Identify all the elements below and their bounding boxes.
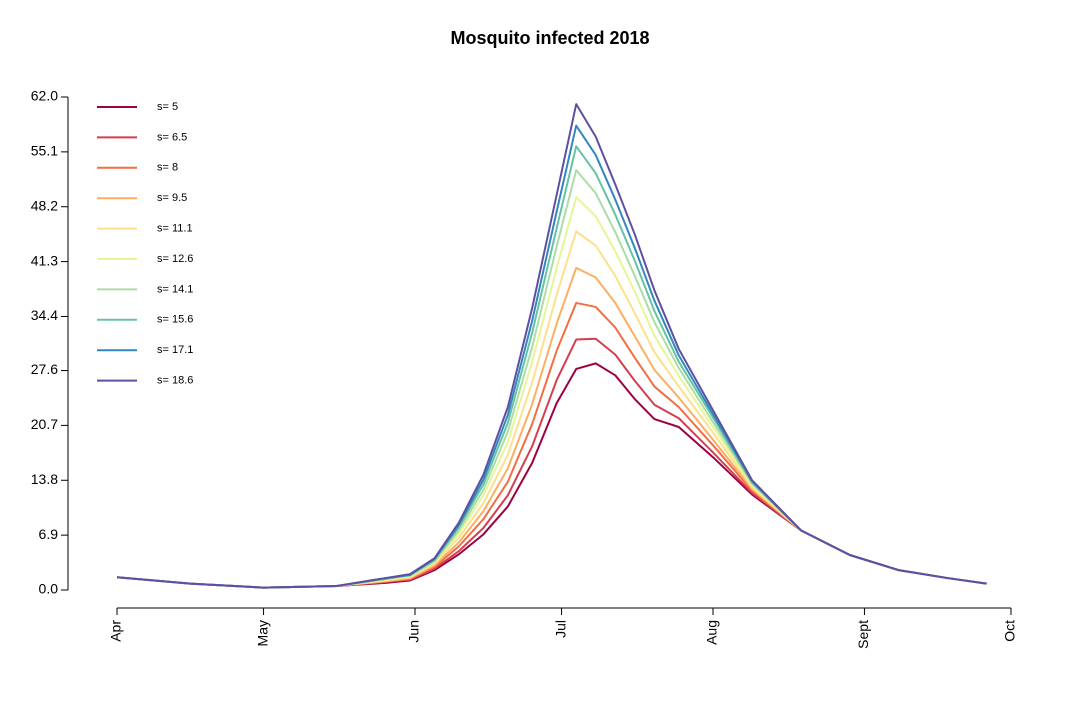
y-tick-label: 62.0 — [31, 88, 58, 104]
y-tick-label: 55.1 — [31, 143, 58, 159]
y-tick-label: 34.4 — [31, 307, 58, 323]
legend-label: s= 8 — [157, 162, 178, 174]
legend-label: s= 9.5 — [157, 192, 187, 204]
series-line — [116, 124, 987, 589]
x-tick-label: May — [254, 620, 270, 646]
legend-label: s= 6.5 — [157, 131, 187, 143]
series-line — [116, 103, 987, 589]
legend-label: s= 5 — [157, 101, 178, 113]
y-tick-label: 6.9 — [39, 526, 59, 542]
y-tick-label: 27.6 — [31, 361, 58, 377]
y-tick-label: 20.7 — [31, 416, 58, 432]
x-tick-label: Sept — [855, 620, 871, 649]
x-tick-label: Jul — [552, 620, 568, 638]
y-tick-label: 48.2 — [31, 197, 58, 213]
series-line — [116, 337, 987, 589]
legend-label: s= 17.1 — [157, 344, 193, 356]
legend-label: s= 18.6 — [157, 375, 193, 387]
series-line — [116, 362, 987, 589]
chart-title: Mosquito infected 2018 — [450, 28, 649, 48]
x-tick-label: Aug — [704, 620, 720, 645]
legend-label: s= 15.6 — [157, 314, 193, 326]
x-tick-label: Apr — [108, 620, 124, 642]
y-tick-label: 13.8 — [31, 471, 58, 487]
x-tick-label: Jun — [406, 620, 422, 643]
legend-label: s= 11.1 — [157, 223, 193, 235]
y-tick-label: 0.0 — [39, 581, 59, 597]
series-line — [116, 301, 987, 589]
y-tick-label: 41.3 — [31, 252, 58, 268]
legend-label: s= 14.1 — [157, 283, 193, 295]
legend-label: s= 12.6 — [157, 253, 193, 265]
x-tick-label: Oct — [1002, 620, 1018, 642]
